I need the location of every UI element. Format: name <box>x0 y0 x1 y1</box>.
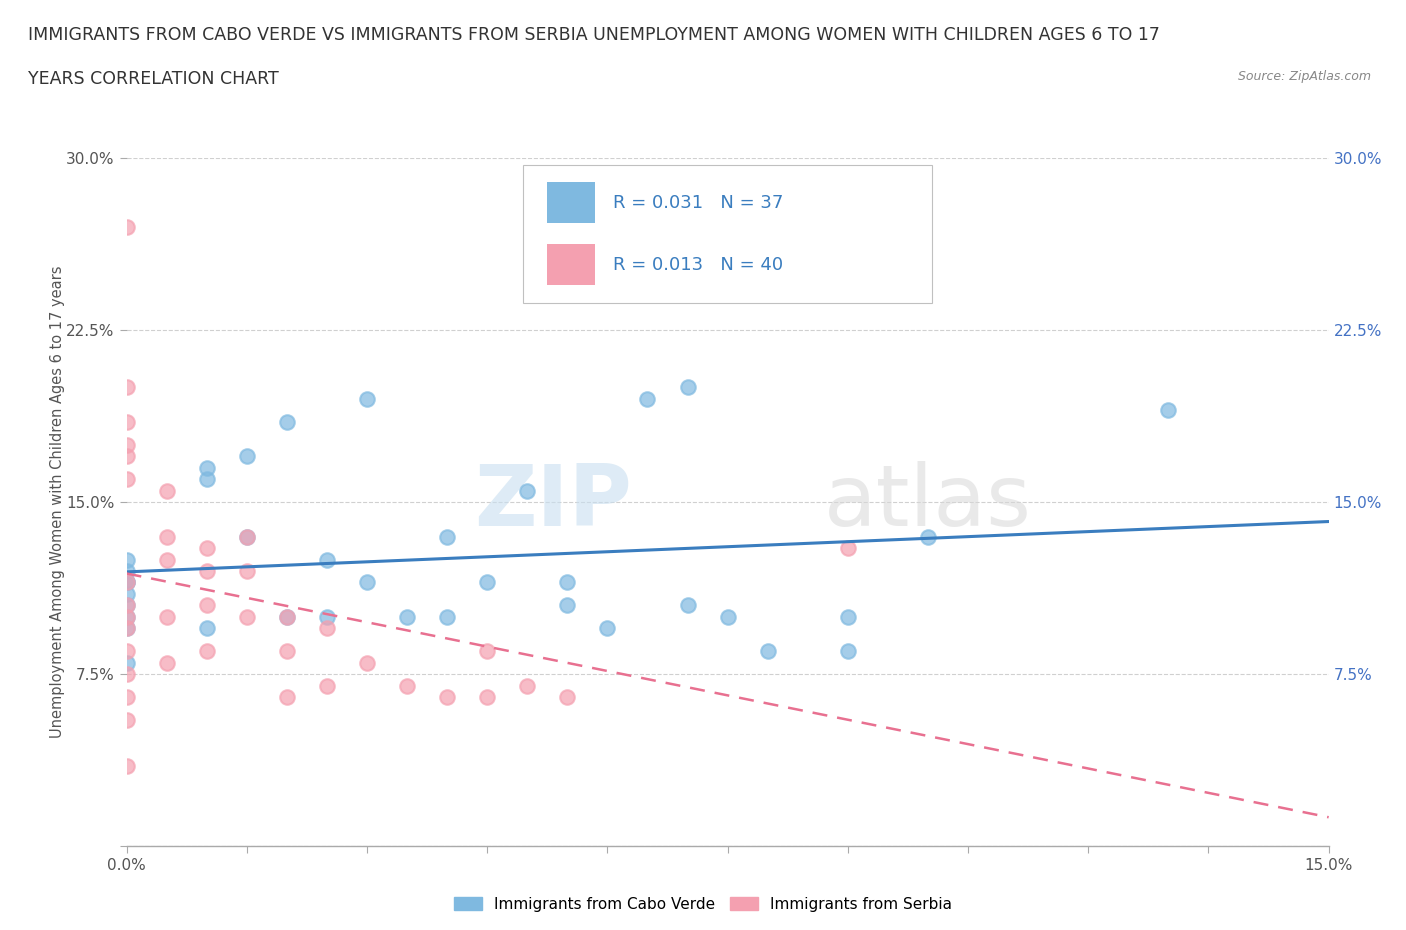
Text: atlas: atlas <box>824 460 1032 544</box>
Point <box>475 575 498 590</box>
Point <box>115 609 138 624</box>
Point <box>235 449 259 464</box>
Point <box>837 644 859 658</box>
Point <box>195 472 218 486</box>
FancyBboxPatch shape <box>523 165 932 302</box>
Point <box>155 529 177 544</box>
Point <box>596 621 619 636</box>
Point <box>475 690 498 705</box>
Point <box>676 380 699 395</box>
Point <box>195 540 218 555</box>
Point <box>115 219 138 234</box>
Point <box>315 609 337 624</box>
Point <box>115 759 138 774</box>
Point <box>115 609 138 624</box>
Point <box>115 564 138 578</box>
Point <box>195 460 218 475</box>
Point <box>436 690 458 705</box>
Point <box>195 564 218 578</box>
Point <box>235 564 259 578</box>
Point <box>315 621 337 636</box>
Legend: Immigrants from Cabo Verde, Immigrants from Serbia: Immigrants from Cabo Verde, Immigrants f… <box>449 890 957 918</box>
Point <box>155 656 177 671</box>
Point <box>155 552 177 567</box>
Point <box>676 598 699 613</box>
Point <box>516 484 538 498</box>
Point <box>115 380 138 395</box>
Point <box>396 678 419 693</box>
Point <box>115 575 138 590</box>
Point <box>115 667 138 682</box>
Point <box>396 609 419 624</box>
Point <box>436 529 458 544</box>
Text: IMMIGRANTS FROM CABO VERDE VS IMMIGRANTS FROM SERBIA UNEMPLOYMENT AMONG WOMEN WI: IMMIGRANTS FROM CABO VERDE VS IMMIGRANTS… <box>28 26 1160 44</box>
Point <box>837 609 859 624</box>
Point <box>115 690 138 705</box>
Point <box>475 644 498 658</box>
Point <box>115 621 138 636</box>
Point <box>837 540 859 555</box>
Point <box>235 529 259 544</box>
Text: YEARS CORRELATION CHART: YEARS CORRELATION CHART <box>28 70 278 87</box>
Point <box>115 621 138 636</box>
Point <box>636 392 658 406</box>
Text: Source: ZipAtlas.com: Source: ZipAtlas.com <box>1237 70 1371 83</box>
Point <box>356 392 378 406</box>
Point <box>276 644 298 658</box>
Point <box>276 609 298 624</box>
Point <box>115 552 138 567</box>
Point <box>276 415 298 430</box>
Bar <box>547 245 595 286</box>
Point <box>195 644 218 658</box>
Text: R = 0.013   N = 40: R = 0.013 N = 40 <box>613 256 783 273</box>
Point <box>115 587 138 602</box>
Text: ZIP: ZIP <box>474 460 631 544</box>
Point <box>115 415 138 430</box>
Point <box>235 609 259 624</box>
Text: R = 0.031   N = 37: R = 0.031 N = 37 <box>613 193 783 212</box>
Point <box>516 678 538 693</box>
Point <box>115 449 138 464</box>
Point <box>557 690 579 705</box>
Point <box>276 609 298 624</box>
Point <box>315 552 337 567</box>
Point <box>195 621 218 636</box>
Point <box>917 529 939 544</box>
Point <box>235 529 259 544</box>
Point <box>115 598 138 613</box>
Point <box>155 484 177 498</box>
Point <box>155 609 177 624</box>
Bar <box>547 182 595 223</box>
Point <box>115 598 138 613</box>
Point <box>716 609 740 624</box>
Point <box>115 575 138 590</box>
Point <box>315 678 337 693</box>
Point <box>115 712 138 727</box>
Point <box>756 644 779 658</box>
Point <box>557 598 579 613</box>
Point <box>276 690 298 705</box>
Point <box>195 598 218 613</box>
Point <box>356 575 378 590</box>
Point <box>115 472 138 486</box>
Point <box>356 656 378 671</box>
Y-axis label: Unemployment Among Women with Children Ages 6 to 17 years: Unemployment Among Women with Children A… <box>51 266 66 738</box>
Point <box>115 437 138 452</box>
Point <box>115 656 138 671</box>
Point <box>115 644 138 658</box>
Point <box>115 575 138 590</box>
Point <box>557 575 579 590</box>
Point <box>436 609 458 624</box>
Point <box>1157 403 1180 418</box>
